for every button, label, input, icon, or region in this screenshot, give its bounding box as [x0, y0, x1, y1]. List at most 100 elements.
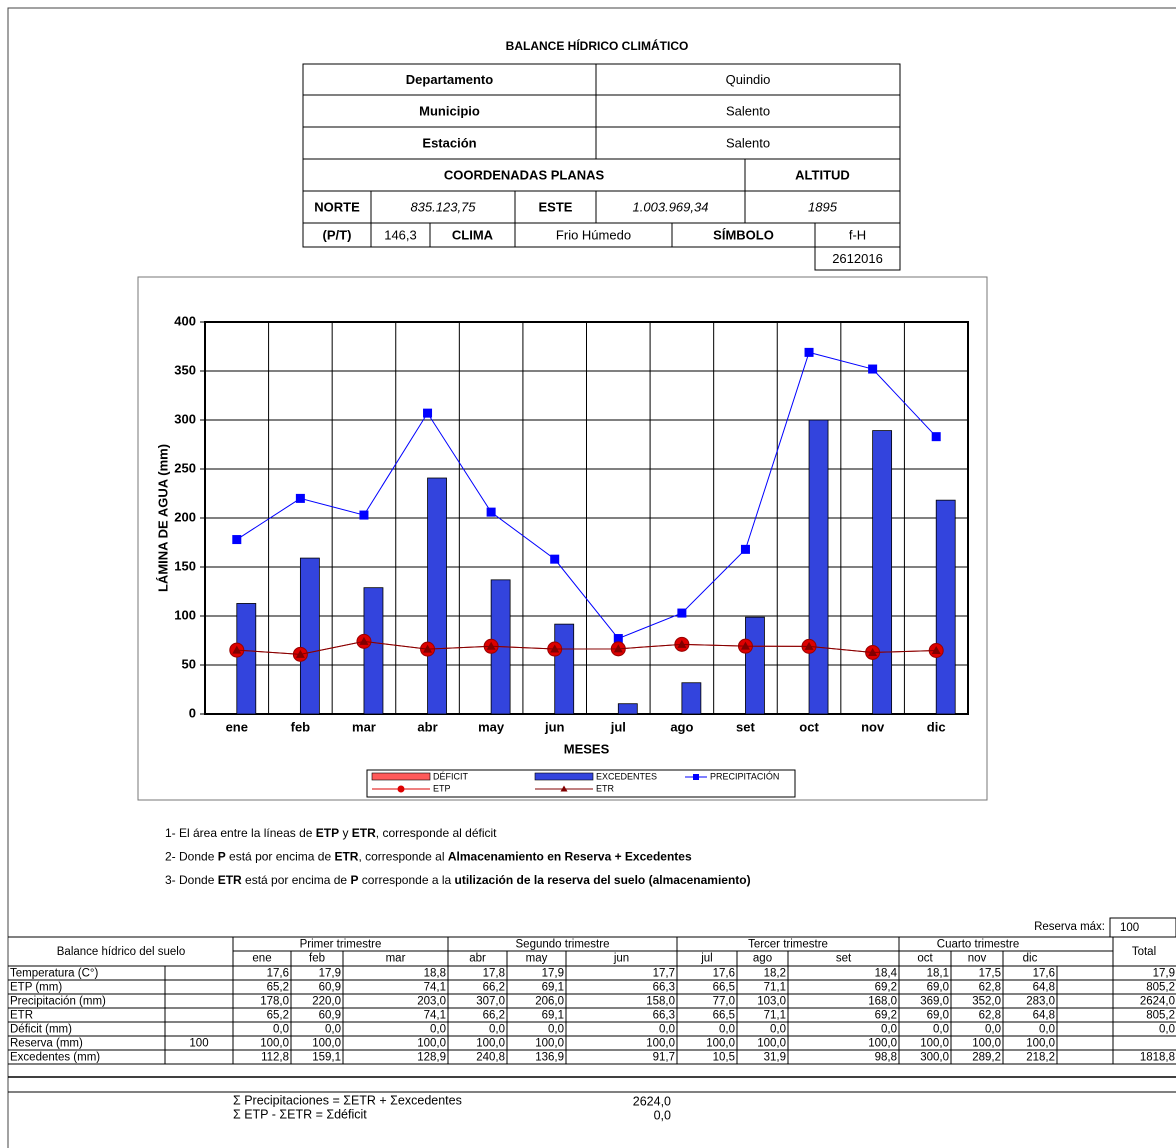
cell-value: 289,2 [972, 1052, 1001, 1064]
y-axis-label: LÁMINA DE AGUA (mm) [155, 444, 170, 592]
note-segment: y [339, 826, 352, 840]
x-tick-label: abr [417, 719, 437, 734]
legend-marker [693, 774, 699, 780]
cell-value: 69,1 [542, 982, 564, 994]
legend-marker [397, 785, 405, 793]
header-text: Estación [422, 135, 476, 150]
row-label: Temperatura (C°) [10, 968, 98, 980]
legend-marker [560, 785, 568, 792]
line-marker [677, 639, 687, 648]
cell-value: 60,9 [319, 982, 341, 994]
series-line [236, 640, 937, 655]
cell-value: 66,5 [713, 982, 735, 994]
month-label: mar [386, 953, 406, 965]
line-marker [423, 408, 433, 418]
bar [935, 499, 956, 715]
cell-value: 203,0 [417, 996, 446, 1008]
line-marker [232, 645, 242, 654]
line-marker [931, 432, 941, 442]
cell-value: 17,5 [979, 968, 1001, 980]
cell-value: 71,1 [764, 1010, 786, 1022]
header-text: (P/T) [323, 227, 352, 242]
cell-value: 0,0 [325, 1024, 341, 1036]
cell-value: 100,0 [706, 1038, 735, 1050]
note-segment: ETR [218, 873, 242, 887]
line-marker [295, 649, 305, 658]
month-label: abr [469, 953, 486, 965]
cell-value: 0,0 [770, 1024, 786, 1036]
trimester-label: Segundo trimestre [516, 939, 610, 951]
reserva-max-label: Reserva máx: [1034, 921, 1105, 933]
x-tick-label: feb [291, 719, 311, 734]
table-title: Balance hídrico del suelo [57, 946, 186, 958]
cell-value: 220,0 [312, 996, 341, 1008]
page-frame [7, 7, 1176, 1148]
note: 1- El área entre la líneas de ETP y ETR,… [165, 826, 497, 840]
cell-value: 18,1 [927, 968, 949, 980]
note-segment: utilización de la reserva del suelo (alm… [455, 873, 751, 887]
cell-value: 0,0 [985, 1024, 1001, 1036]
month-label: jun [613, 953, 629, 965]
cell-value: 71,1 [764, 982, 786, 994]
cell-value: 307,0 [476, 996, 505, 1008]
bar [745, 616, 765, 715]
note-segment: ETR [352, 826, 376, 840]
cell-value: 31,9 [764, 1052, 786, 1064]
x-axis-label: MESES [564, 741, 610, 756]
header-text: 835.123,75 [410, 199, 476, 214]
cell-value: 66,2 [483, 1010, 505, 1022]
cell-value: 17,9 [319, 968, 341, 980]
bar [872, 430, 893, 715]
cell-value: 100,0 [646, 1038, 675, 1050]
x-tick-label: nov [861, 719, 885, 734]
y-tick-label: 50 [182, 656, 196, 671]
cell-value: 0,0 [659, 1024, 675, 1036]
x-tick-label: dic [927, 719, 946, 734]
total-label: Total [1132, 946, 1156, 958]
cell-value: 69,0 [927, 982, 949, 994]
cell-value: 18,8 [424, 968, 446, 980]
legend-swatch [371, 772, 431, 781]
cell-value: 0,0 [881, 1024, 897, 1036]
cell-value: 0,0 [430, 1024, 446, 1036]
note-segment: está por encima de [242, 873, 351, 887]
cell-value: 17,9 [542, 968, 564, 980]
cell-value: 100,0 [535, 1038, 564, 1050]
cell-total: 805,2 [1146, 982, 1175, 994]
cell-value: 0,0 [489, 1024, 505, 1036]
cell-value: 0,0 [933, 1024, 949, 1036]
line-marker [804, 641, 814, 650]
y-tick-label: 200 [174, 509, 196, 524]
header-text: COORDENADAS PLANAS [444, 167, 605, 182]
header-text: CLIMA [452, 227, 494, 242]
reserva-max: 100 [1120, 922, 1139, 934]
header-text: ALTITUD [795, 167, 850, 182]
cell-total: 2624,0 [1140, 996, 1175, 1008]
cell-value: 100,0 [312, 1038, 341, 1050]
y-tick-label: 300 [174, 411, 196, 426]
cell-value: 69,2 [875, 1010, 897, 1022]
header-cell [814, 246, 901, 271]
cell-value: 66,3 [653, 982, 675, 994]
line-marker [931, 645, 941, 654]
x-tick-label: set [736, 719, 755, 734]
header-text: ESTE [539, 199, 573, 214]
month-label: ago [753, 953, 772, 965]
trimester-label: Primer trimestre [300, 939, 382, 951]
cell-value: 98,8 [875, 1052, 897, 1064]
month-label: dic [1023, 953, 1038, 965]
cell-value: 100,0 [972, 1038, 1001, 1050]
line-marker [868, 364, 878, 374]
note: 3- Donde ETR está por encima de P corres… [165, 873, 751, 887]
bar [363, 587, 384, 715]
month-label: oct [917, 953, 933, 965]
cell-value: 128,9 [417, 1052, 446, 1064]
header-text: NORTE [314, 199, 360, 214]
cell-value: 100,0 [476, 1038, 505, 1050]
bar [681, 682, 702, 715]
cell-value: 66,5 [713, 1010, 735, 1022]
cell-value: 369,0 [920, 996, 949, 1008]
note-segment: ETR [334, 850, 358, 864]
header-text: SÍMBOLO [713, 227, 774, 242]
